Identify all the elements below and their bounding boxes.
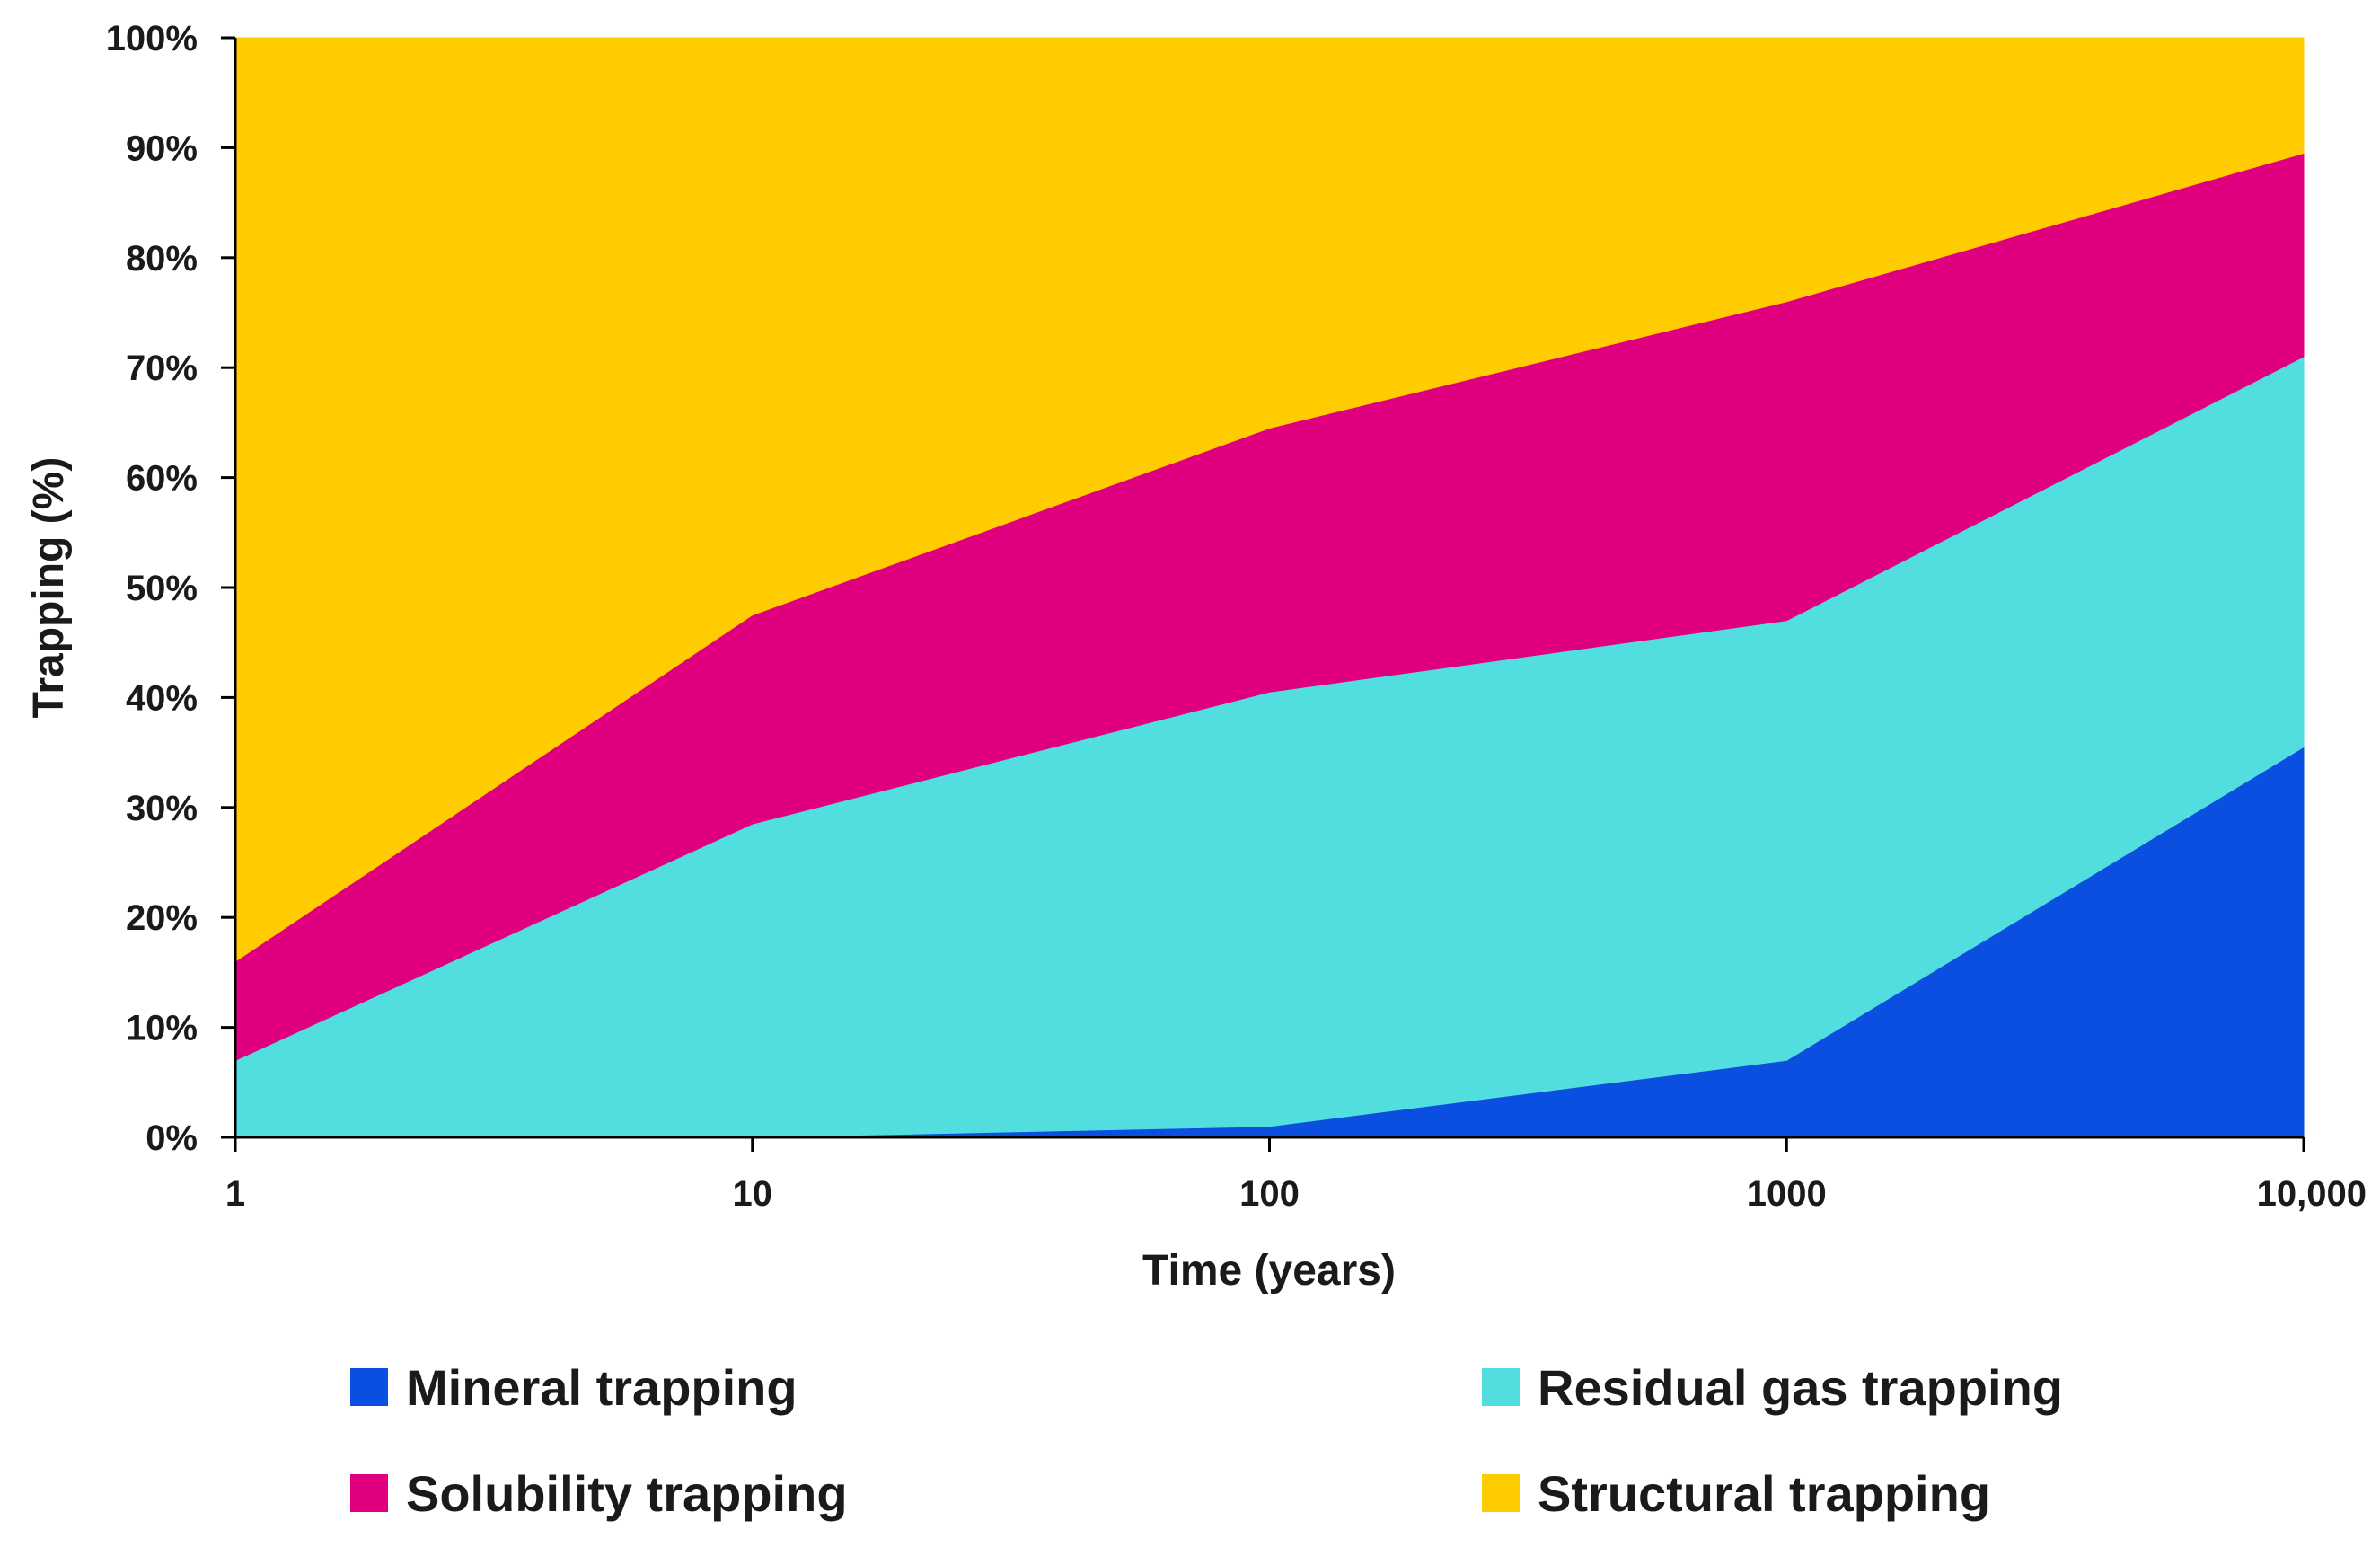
x-axis-ticks: 1 10 100 1000 10,000 bbox=[225, 1137, 2367, 1214]
y-tick-label: 50% bbox=[126, 569, 198, 608]
y-tick-label: 60% bbox=[126, 459, 198, 499]
legend-swatch bbox=[1482, 1474, 1520, 1512]
legend-item-structural-trapping: Structural trapping bbox=[1482, 1465, 1990, 1522]
x-tick-label: 1000 bbox=[1747, 1174, 1827, 1214]
x-tick-label: 10,000 bbox=[2257, 1174, 2367, 1214]
legend-swatch bbox=[1482, 1368, 1520, 1406]
y-tick-label: 10% bbox=[126, 1009, 198, 1048]
stacked-areas bbox=[234, 37, 2305, 1138]
x-tick-label: 1 bbox=[225, 1174, 245, 1214]
y-tick-label: 90% bbox=[126, 128, 198, 168]
y-tick-label: 40% bbox=[126, 678, 198, 718]
area-structural-trapping bbox=[234, 37, 2305, 963]
legend-item-solubility-trapping: Solubility trapping bbox=[350, 1465, 848, 1522]
x-tick-label: 10 bbox=[733, 1174, 773, 1214]
x-tick-label: 100 bbox=[1239, 1174, 1300, 1214]
legend-label: Residual gas trapping bbox=[1538, 1359, 2063, 1416]
legend-swatch bbox=[350, 1368, 388, 1406]
legend-item-mineral-trapping: Mineral trapping bbox=[350, 1359, 798, 1416]
legend-swatch bbox=[350, 1474, 388, 1512]
y-axis-title: Trapping (%) bbox=[25, 457, 73, 719]
legend-label: Structural trapping bbox=[1538, 1465, 1990, 1522]
x-axis-title: Time (years) bbox=[1142, 1247, 1396, 1295]
legend-item-residual-gas-trapping: Residual gas trapping bbox=[1482, 1359, 2063, 1416]
y-tick-label: 70% bbox=[126, 349, 198, 388]
y-tick-label: 30% bbox=[126, 789, 198, 828]
legend-label: Mineral trapping bbox=[406, 1359, 798, 1416]
legend: Mineral trapping Residual gas trapping Sol… bbox=[350, 1359, 2063, 1522]
y-tick-label: 0% bbox=[145, 1118, 198, 1158]
y-tick-label: 100% bbox=[106, 19, 198, 58]
y-tick-label: 80% bbox=[126, 239, 198, 278]
y-tick-label: 20% bbox=[126, 898, 198, 938]
y-axis-ticks: 0% 10% 20% 30% 40% 50% 60% 70% 80% 90% 100% bbox=[106, 19, 235, 1158]
legend-label: Solubility trapping bbox=[406, 1465, 848, 1522]
